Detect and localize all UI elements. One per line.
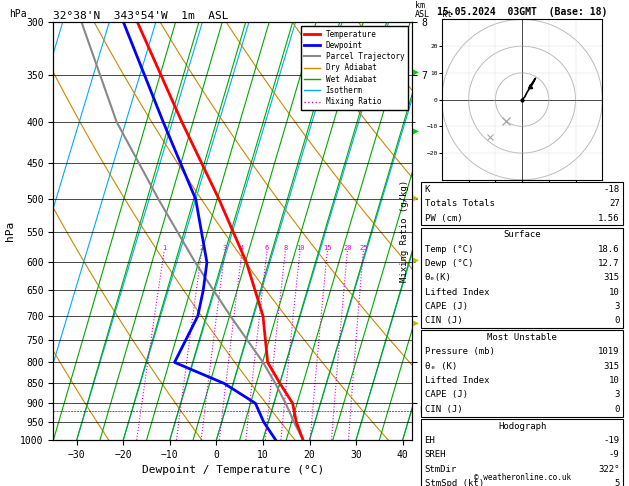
Text: K: K [425, 185, 430, 194]
Text: 20: 20 [343, 245, 352, 251]
Text: θₑ (K): θₑ (K) [425, 362, 457, 371]
Text: 2: 2 [199, 245, 204, 251]
Text: 3: 3 [614, 390, 620, 399]
Text: Hodograph: Hodograph [498, 421, 546, 431]
Text: CAPE (J): CAPE (J) [425, 302, 467, 311]
Text: ▶: ▶ [413, 318, 419, 328]
Text: 322°: 322° [598, 465, 620, 474]
Text: StmSpd (kt): StmSpd (kt) [425, 479, 484, 486]
Text: 1: 1 [162, 245, 166, 251]
Text: 10: 10 [296, 245, 304, 251]
Text: Surface: Surface [503, 230, 541, 240]
Text: kt: kt [442, 10, 452, 19]
Text: CIN (J): CIN (J) [425, 316, 462, 326]
Text: 15: 15 [323, 245, 331, 251]
Text: ▶: ▶ [413, 192, 419, 202]
Text: ▶: ▶ [413, 67, 419, 77]
Text: 1019: 1019 [598, 347, 620, 357]
Text: Lifted Index: Lifted Index [425, 376, 489, 385]
Text: Temp (°C): Temp (°C) [425, 244, 473, 254]
Text: 315: 315 [603, 362, 620, 371]
Text: -9: -9 [609, 450, 620, 459]
Text: Mixing Ratio (g/kg): Mixing Ratio (g/kg) [400, 180, 409, 282]
Text: 25: 25 [359, 245, 367, 251]
Text: 6: 6 [265, 245, 269, 251]
Text: LCL: LCL [419, 406, 434, 416]
Text: Pressure (mb): Pressure (mb) [425, 347, 494, 357]
Text: 3: 3 [223, 245, 227, 251]
Legend: Temperature, Dewpoint, Parcel Trajectory, Dry Adiabat, Wet Adiabat, Isotherm, Mi: Temperature, Dewpoint, Parcel Trajectory… [301, 26, 408, 110]
Text: hPa: hPa [9, 9, 27, 19]
Text: 10: 10 [609, 376, 620, 385]
Text: StmDir: StmDir [425, 465, 457, 474]
Text: SREH: SREH [425, 450, 446, 459]
Text: © weatheronline.co.uk: © weatheronline.co.uk [474, 473, 571, 482]
Text: Totals Totals: Totals Totals [425, 199, 494, 208]
Text: 10: 10 [609, 288, 620, 297]
Text: 8: 8 [283, 245, 287, 251]
Text: ▶: ▶ [413, 125, 419, 136]
Text: Lifted Index: Lifted Index [425, 288, 489, 297]
Text: Most Unstable: Most Unstable [487, 333, 557, 342]
Text: -18: -18 [603, 185, 620, 194]
Text: 0: 0 [614, 405, 620, 414]
Text: -19: -19 [603, 436, 620, 445]
Text: 0: 0 [614, 316, 620, 326]
Text: 27: 27 [609, 199, 620, 208]
Text: 315: 315 [603, 273, 620, 282]
Text: 3: 3 [614, 302, 620, 311]
Text: CIN (J): CIN (J) [425, 405, 462, 414]
Y-axis label: hPa: hPa [4, 221, 14, 241]
Text: θₑ(K): θₑ(K) [425, 273, 452, 282]
Text: PW (cm): PW (cm) [425, 213, 462, 223]
Text: 12.7: 12.7 [598, 259, 620, 268]
Text: Dewp (°C): Dewp (°C) [425, 259, 473, 268]
Text: EH: EH [425, 436, 435, 445]
Text: 15.05.2024  03GMT  (Base: 18): 15.05.2024 03GMT (Base: 18) [437, 7, 607, 17]
Text: ▶: ▶ [413, 255, 419, 265]
X-axis label: Dewpoint / Temperature (°C): Dewpoint / Temperature (°C) [142, 465, 324, 475]
Text: km
ASL: km ASL [415, 1, 430, 19]
Text: CAPE (J): CAPE (J) [425, 390, 467, 399]
Text: 5: 5 [614, 479, 620, 486]
Text: 1.56: 1.56 [598, 213, 620, 223]
Text: 18.6: 18.6 [598, 244, 620, 254]
Text: 4: 4 [240, 245, 244, 251]
Text: 32°38'N  343°54'W  1m  ASL: 32°38'N 343°54'W 1m ASL [53, 11, 229, 21]
